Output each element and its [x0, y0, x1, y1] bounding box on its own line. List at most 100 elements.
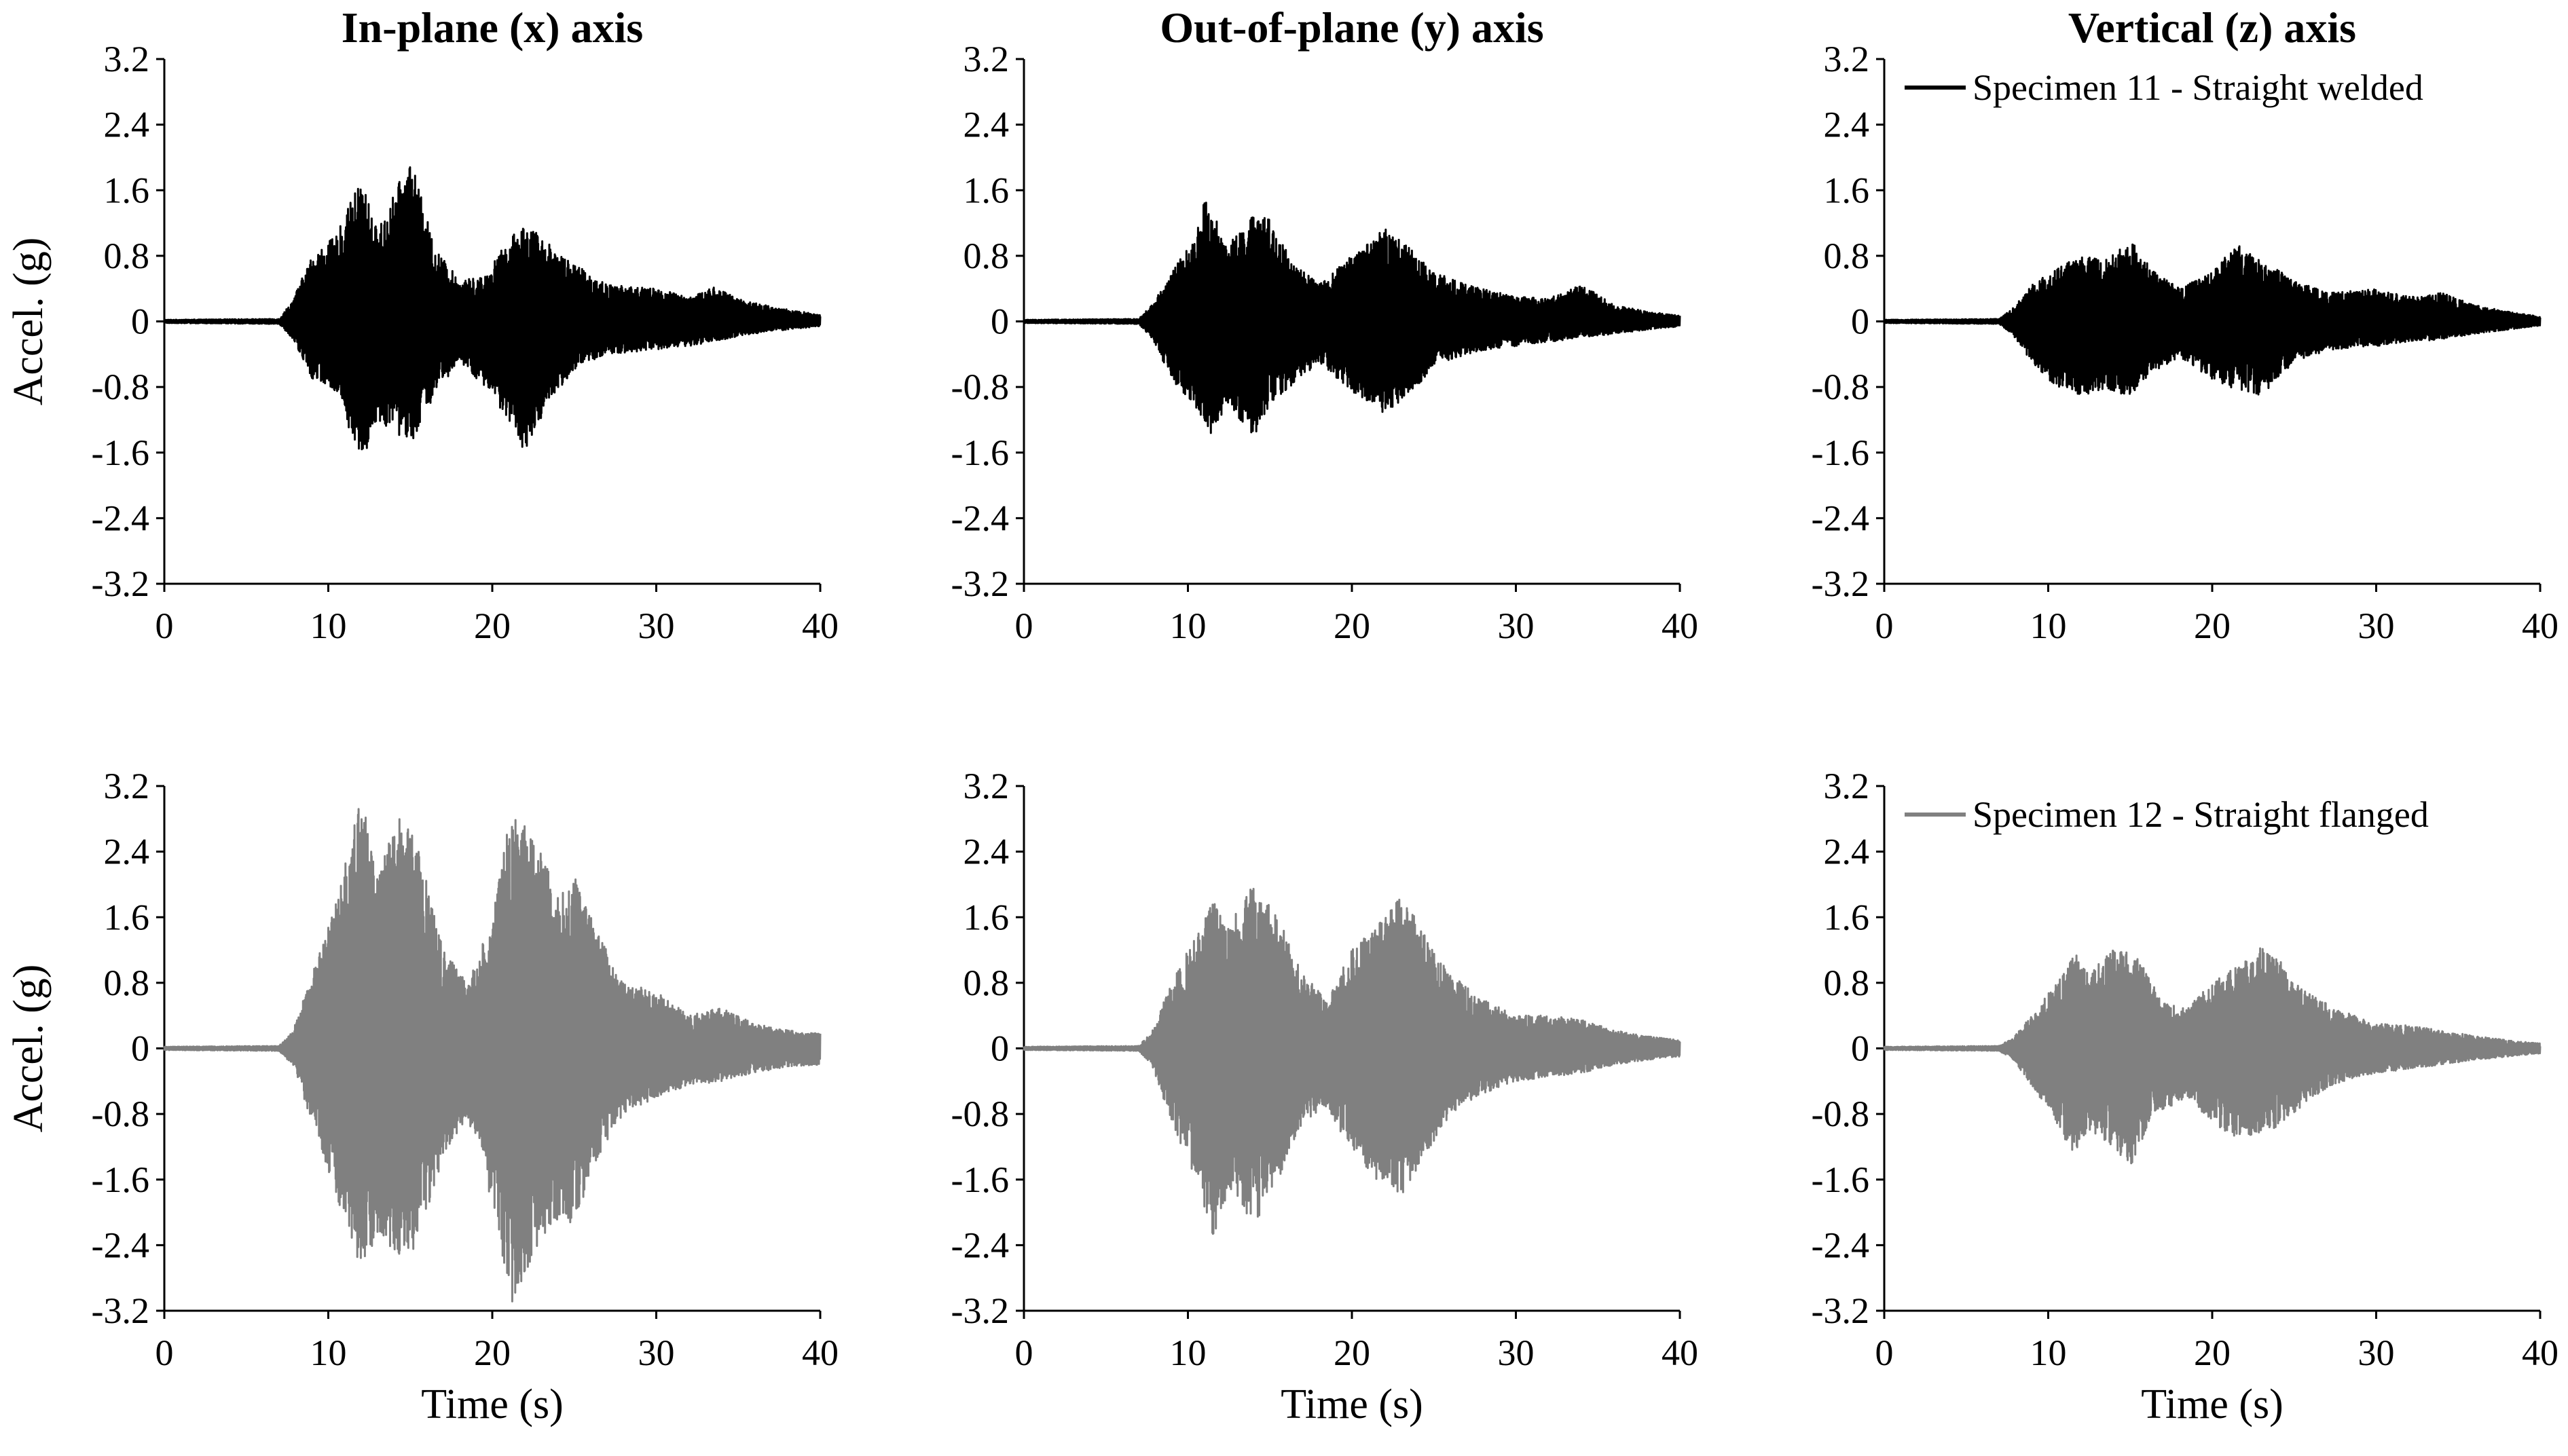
y-tick-label: -0.8	[92, 1094, 149, 1134]
y-tick-label: -2.4	[1812, 1225, 1869, 1265]
acceleration-series-5	[1023, 888, 1681, 1235]
y-tick-label: -0.8	[92, 367, 149, 407]
y-tick-label: -2.4	[1812, 498, 1869, 538]
x-tick-label: 40	[1662, 1332, 1698, 1373]
y-tick-label: 0	[131, 301, 149, 342]
x-tick-label: 40	[2522, 1332, 2558, 1373]
y-tick-label: 0.8	[104, 963, 150, 1003]
x-tick-label: 0	[1015, 1332, 1033, 1373]
legend: Specimen 12 - Straight flanged	[1905, 794, 2429, 835]
y-tick-label: 2.4	[104, 105, 150, 145]
y-tick-label: 0	[131, 1028, 149, 1069]
x-axis-label: Time (s)	[2141, 1381, 2283, 1427]
x-tick-label: 10	[1170, 1332, 1207, 1373]
y-tick-label: -3.2	[951, 563, 1009, 604]
y-tick-label: 1.6	[1824, 897, 1870, 937]
y-tick-label: 1.6	[104, 170, 150, 210]
y-tick-label: 2.4	[104, 832, 150, 872]
y-tick-label: 2.4	[1824, 832, 1870, 872]
x-tick-label: 40	[802, 1332, 839, 1373]
x-tick-label: 20	[474, 605, 511, 646]
x-tick-label: 20	[1334, 1332, 1370, 1373]
y-tick-label: -0.8	[951, 367, 1009, 407]
x-tick-label: 0	[1875, 1332, 1894, 1373]
column-title: Vertical (z) axis	[2068, 3, 2356, 52]
y-tick-label: -1.6	[1812, 1159, 1869, 1200]
x-tick-label: 20	[474, 1332, 511, 1373]
y-tick-label: -3.2	[951, 1290, 1009, 1331]
y-tick-label: 1.6	[964, 170, 1010, 210]
y-tick-label: 3.2	[1824, 766, 1870, 806]
y-tick-label: -0.8	[951, 1094, 1009, 1134]
x-tick-label: 0	[1875, 605, 1894, 646]
y-tick-label: -3.2	[1812, 563, 1869, 604]
x-tick-label: 30	[638, 1332, 675, 1373]
chart-panel-4: 3.22.41.60.80-0.8-1.6-2.4-3.20 10 20 30 40Ac…	[5, 766, 839, 1427]
y-tick-label: 2.4	[964, 832, 1010, 872]
acceleration-series-1	[163, 166, 822, 451]
x-tick-label: 40	[802, 605, 839, 646]
chart-panel-1: In-plane (x) axis 3.2 2.4 1.6 0.8 0 -0.8 -1.6 -2…	[5, 3, 839, 646]
y-tick-label: 3.2	[964, 39, 1010, 79]
x-tick-label: 30	[1498, 605, 1535, 646]
y-tick-label: -0.8	[1812, 1094, 1869, 1134]
y-tick-label: 2.4	[1824, 105, 1870, 145]
y-tick-label: -2.4	[951, 1225, 1009, 1265]
acceleration-series-6	[1883, 947, 2542, 1165]
x-axis-label: Time (s)	[1281, 1381, 1423, 1427]
y-tick-label: 0.8	[964, 236, 1010, 276]
acceleration-series-2	[1023, 202, 1681, 434]
chart-panel-5: 3.22.41.60.80-0.8-1.6-2.4-3.20 10 20 30 40Ti…	[951, 766, 1698, 1427]
y-tick-label: -3.2	[1812, 1290, 1869, 1331]
x-tick-label: 20	[2194, 1332, 2231, 1373]
y-tick-label: 0	[991, 1028, 1009, 1069]
y-tick-label: 0.8	[1824, 236, 1870, 276]
y-axis-label: Accel. (g)	[5, 965, 52, 1133]
y-tick-label: 2.4	[964, 105, 1010, 145]
x-tick-label: 30	[1498, 1332, 1535, 1373]
y-tick-label: 1.6	[1824, 170, 1870, 210]
y-tick-label: -1.6	[92, 432, 149, 473]
y-axis-label: Accel. (g)	[5, 238, 52, 406]
chart-panel-2: Out-of-plane (y) axis 3.2 2.4 1.6 0.8 0 -0.8 -1…	[951, 3, 1698, 646]
acceleration-series-4	[163, 808, 822, 1303]
x-tick-label: 30	[638, 605, 675, 646]
y-tick-label: 3.2	[104, 39, 150, 79]
x-tick-label: 10	[310, 1332, 347, 1373]
y-tick-label: -3.2	[92, 563, 149, 604]
y-tick-label: 3.2	[964, 766, 1010, 806]
x-tick-label: 10	[1170, 605, 1207, 646]
chart-panel-6: 3.22.41.60.80-0.8-1.6-2.4-3.20 10 20 30 40Ti…	[1812, 766, 2558, 1427]
x-tick-label: 30	[2358, 605, 2395, 646]
legend: Specimen 11 - Straight welded	[1905, 67, 2423, 108]
y-tick-label: -1.6	[1812, 432, 1869, 473]
y-tick-label: -3.2	[92, 1290, 149, 1331]
x-tick-label: 40	[1662, 605, 1698, 646]
y-tick-label: 1.6	[104, 897, 150, 937]
y-tick-label: -2.4	[92, 498, 149, 538]
y-tick-label: 0.8	[104, 236, 150, 276]
y-tick-label: 3.2	[1824, 39, 1870, 79]
x-tick-label: 20	[1334, 605, 1370, 646]
y-tick-label: 3.2	[104, 766, 150, 806]
y-tick-label: -2.4	[951, 498, 1009, 538]
x-tick-label: 40	[2522, 605, 2558, 646]
x-tick-label: 30	[2358, 1332, 2395, 1373]
y-tick-label: 1.6	[964, 897, 1010, 937]
x-axis-label: Time (s)	[421, 1381, 564, 1427]
x-tick-label: 10	[310, 605, 347, 646]
y-tick-label: 0.8	[964, 963, 1010, 1003]
chart-panel-3: Vertical (z) axis 3.2 2.4 1.6 0.8 0 -0.8 -1.6 -2…	[1812, 3, 2558, 646]
y-tick-label: -2.4	[92, 1225, 149, 1265]
column-title: Out-of-plane (y) axis	[1160, 3, 1543, 52]
y-tick-label: -1.6	[951, 1159, 1009, 1200]
y-tick-label: 0	[1851, 301, 1869, 342]
y-tick-label: -0.8	[1812, 367, 1869, 407]
x-tick-label: 20	[2194, 605, 2231, 646]
acceleration-series-3	[1883, 243, 2542, 396]
y-tick-label: -1.6	[92, 1159, 149, 1200]
x-tick-label: 0	[155, 605, 174, 646]
x-tick-label: 10	[2030, 1332, 2067, 1373]
x-tick-label: 0	[155, 1332, 174, 1373]
